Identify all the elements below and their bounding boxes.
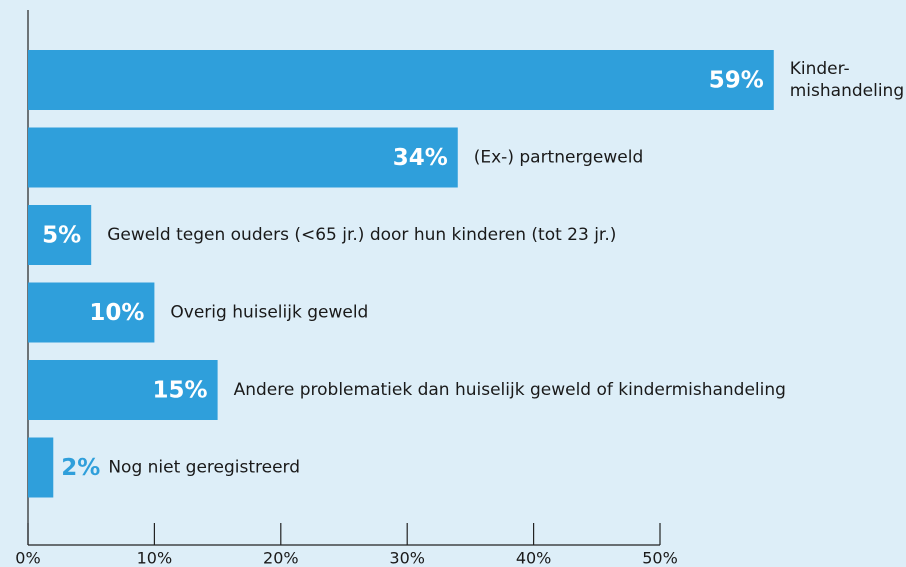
- x-tick-label: 0%: [15, 549, 40, 567]
- x-tick-label: 40%: [516, 549, 552, 567]
- value-label: 2%: [61, 455, 100, 481]
- bar: [28, 282, 155, 343]
- x-tick-label: 10%: [137, 549, 173, 567]
- value-label: 15%: [153, 378, 208, 404]
- value-label: 59%: [709, 68, 764, 94]
- value-label: 10%: [89, 300, 144, 326]
- x-tick-label: 20%: [263, 549, 299, 567]
- category-label: (Ex-) partnergeweld: [474, 148, 644, 168]
- category-label: Overig huiselijk geweld: [170, 303, 368, 323]
- category-label: Kinder-mishandeling: [790, 59, 904, 101]
- x-tick-label: 50%: [642, 549, 678, 567]
- bar: [28, 205, 92, 265]
- value-label: 5%: [42, 223, 81, 249]
- value-label: 34%: [393, 145, 448, 171]
- bar: [28, 360, 218, 420]
- category-label: Nog niet geregistreerd: [108, 458, 300, 478]
- bar: [28, 127, 458, 188]
- category-label: Geweld tegen ouders (<65 jr.) door hun k…: [107, 225, 616, 245]
- bar: [28, 437, 54, 498]
- bar: [28, 50, 774, 110]
- category-label: Andere problematiek dan huiselijk geweld…: [234, 380, 786, 400]
- x-tick-label: 30%: [389, 549, 425, 567]
